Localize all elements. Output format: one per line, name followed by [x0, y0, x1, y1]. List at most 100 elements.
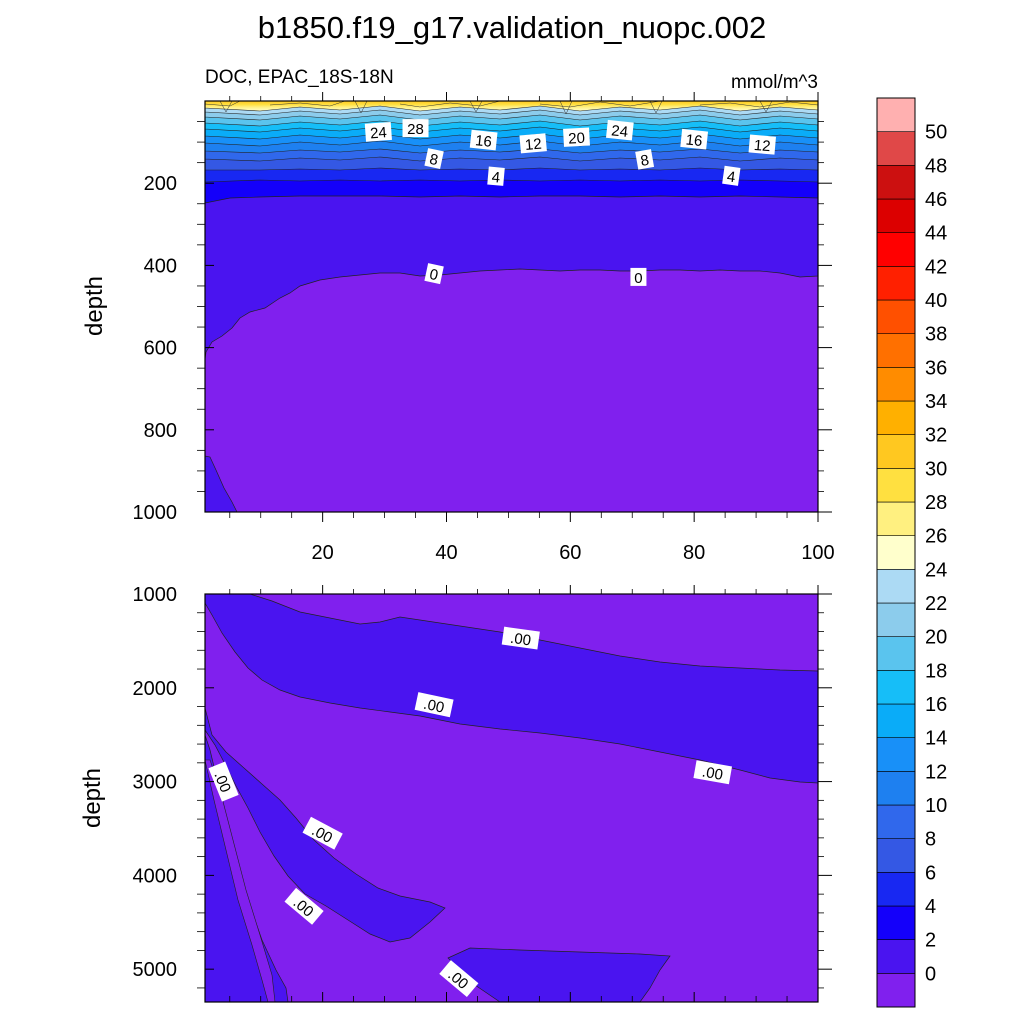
upper-contour-label-text: 12: [524, 136, 542, 154]
upper-y-axis-label: depth: [81, 276, 108, 336]
upper-contour-label-box: [402, 119, 429, 138]
upper-y-tick-label: 800: [144, 420, 177, 442]
upper-contour-label: 24: [364, 121, 392, 142]
colorbar-swatch: [876, 535, 916, 570]
colorbar-swatch: [876, 266, 916, 301]
lower-contour-label-box: [439, 960, 479, 998]
lower-y-tick-label: 5000: [133, 959, 178, 981]
upper-contour-label: 4: [722, 165, 741, 186]
upper-contour-label-text: 28: [407, 121, 424, 138]
colorbar-swatch: [876, 872, 916, 907]
colorbar-level-label: 46: [925, 189, 947, 211]
upper-contour-label-box: [424, 263, 444, 285]
lower-y-axis: 1000 2000 3000 4000 5000: [133, 584, 832, 989]
upper-x-tick-label: 60: [559, 542, 581, 564]
colorbar-level-label: 38: [925, 324, 947, 346]
upper-contour-label: 20: [563, 127, 590, 148]
upper-contour-label-text: 0: [428, 266, 440, 284]
colorbar-swatch: [876, 569, 916, 604]
colorbar-level-label: 34: [925, 391, 947, 413]
colorbar-swatch: [876, 670, 916, 705]
colorbar-swatch: [876, 838, 916, 873]
upper-y-tick-label: 600: [144, 338, 177, 360]
colorbar-level-label: 20: [925, 627, 947, 649]
colorbar-level-label: 44: [925, 223, 947, 245]
upper-contour-label: 16: [469, 129, 498, 151]
lower-contour-label: .00: [208, 761, 239, 802]
upper-x-tick-label: 20: [312, 542, 334, 564]
colorbar-level-label: 42: [925, 256, 947, 278]
upper-panel-fill: [205, 101, 818, 512]
upper-region-deep-blob: [205, 455, 238, 512]
lower-x-ticks: [229, 585, 819, 1002]
upper-contour-label-box: [680, 128, 709, 150]
colorbar-swatch: [876, 973, 916, 1008]
upper-contour-label-text: 24: [370, 124, 388, 142]
upper-contour-label: 0: [424, 263, 444, 285]
lower-panel: .00.00.00.00.00.00.00 100020003000400050…: [79, 584, 832, 1003]
upper-contour-label-text: 8: [639, 152, 650, 170]
lower-contour-label-box: [693, 760, 733, 785]
upper-contour-label-text: 8: [428, 151, 440, 169]
colorbar-level-label: 28: [925, 492, 947, 514]
lower-y-tick-label: 1000: [133, 584, 178, 606]
upper-x-tick-label: 40: [435, 542, 457, 564]
colorbar-level-label: 40: [925, 290, 947, 312]
upper-contour-label: 8: [424, 148, 444, 169]
panel-subtitle-right: mmol/m^3: [731, 72, 818, 93]
colorbar-swatch: [876, 468, 916, 503]
colorbar-level-label: 14: [925, 728, 947, 750]
upper-contour-label-box: [605, 119, 634, 141]
upper-contour-label-text: 24: [611, 122, 629, 141]
lower-contour-label-text: .00: [509, 630, 532, 650]
upper-contour-label-box: [635, 149, 655, 170]
lower-contour-label: .00: [501, 626, 540, 650]
lower-contour-label-box: [208, 761, 239, 802]
upper-contour-label-box: [630, 267, 647, 286]
colorbar-level-label: 36: [925, 357, 947, 379]
colorbar-swatch: [876, 367, 916, 402]
upper-contour-label-text: 4: [491, 169, 501, 187]
upper-contour-label-text: 4: [726, 168, 737, 186]
upper-contour-label: 8: [635, 149, 655, 170]
lower-contour-label-box: [302, 816, 343, 850]
upper-contour-label-box: [748, 134, 777, 155]
lower-contour-label-text: .00: [210, 769, 234, 795]
colorbar-level-label: 48: [925, 155, 947, 177]
colorbar-swatch: [876, 434, 916, 469]
colorbar-level-label: 0: [925, 963, 936, 985]
upper-contour-labels: 24 28 16 12 20 24 16 12 8 8 4 4 0 0: [364, 119, 777, 287]
upper-contour-label: 4: [487, 166, 505, 187]
lower-contour-label-box: [284, 887, 324, 925]
lower-contour-label-text: .00: [701, 764, 724, 784]
upper-contour-label: 24: [605, 119, 634, 141]
colorbar-level-label: 22: [925, 593, 947, 615]
lower-region-upper-band: [205, 594, 818, 784]
upper-contour-label-box: [563, 127, 590, 147]
colorbar-level-label: 32: [925, 425, 947, 447]
lower-region-left-slit: [205, 759, 276, 1002]
lower-y-tick-label: 3000: [133, 772, 178, 794]
lower-y-axis-label: depth: [79, 768, 106, 828]
upper-x-axis: 20 40 60 80 100: [229, 92, 835, 564]
lower-contour-labels: .00.00.00.00.00.00.00: [208, 626, 733, 998]
upper-contour-label: 12: [748, 134, 777, 155]
colorbar-swatch: [876, 333, 916, 368]
colorbar-swatch: [876, 131, 916, 166]
upper-contour-label-box: [519, 133, 547, 154]
colorbar-level-label: 2: [925, 930, 936, 952]
lower-y-tick-label: 2000: [133, 678, 178, 700]
colorbar-swatch: [876, 703, 916, 738]
lower-plot-frame: [204, 593, 819, 1003]
colorbar-frame: [876, 97, 916, 1008]
colorbar-level-label: 26: [925, 526, 947, 548]
upper-contour-label-box: [487, 166, 505, 186]
colorbar-swatch: [876, 636, 916, 671]
upper-contour-label-text: 0: [634, 270, 642, 287]
colorbar-level-label: 16: [925, 694, 947, 716]
colorbar-level-label: 24: [925, 559, 947, 581]
upper-y-tick-label: 200: [144, 173, 177, 195]
upper-band-surface: [205, 101, 818, 112]
